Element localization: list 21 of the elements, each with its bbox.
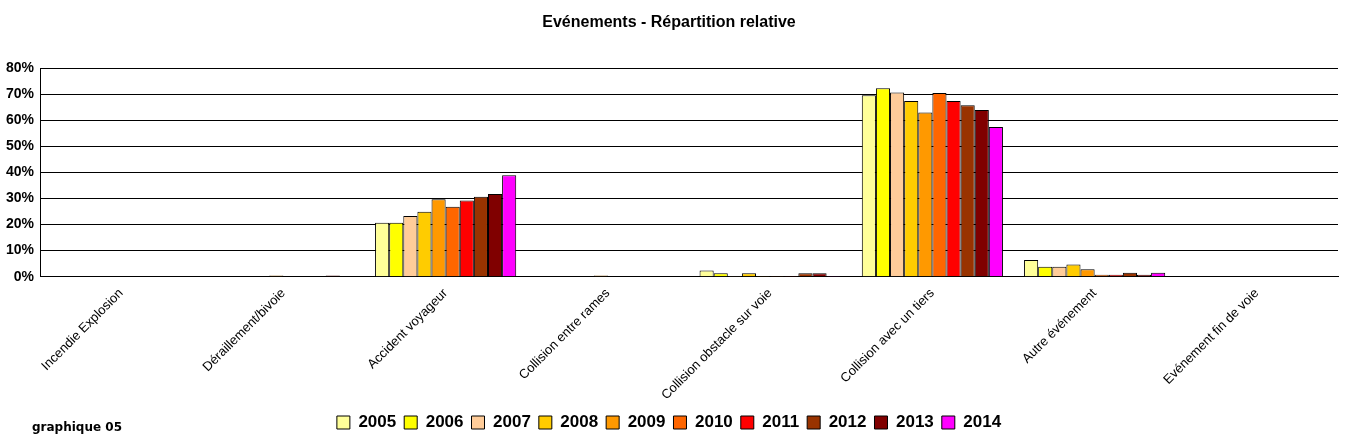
legend-label: 2013 xyxy=(895,412,934,432)
y-tick-label: 20% xyxy=(5,215,35,232)
y-tick-label: 60% xyxy=(5,111,35,128)
legend-label: 2012 xyxy=(828,412,867,432)
legend-label: 2008 xyxy=(560,412,599,432)
y-tick-label: 30% xyxy=(5,189,35,206)
y-tick-label: 0% xyxy=(13,267,35,284)
legend-label: 2011 xyxy=(762,412,800,432)
y-tick-label: 50% xyxy=(5,137,35,154)
text: graphique 05 xyxy=(32,420,122,434)
y-tick-label: 70% xyxy=(5,85,35,102)
y-tick-label: 40% xyxy=(5,163,35,180)
chart-title: Evénements - Répartition relative xyxy=(542,13,796,31)
legend-label: 2007 xyxy=(493,412,531,432)
legend-label: 2010 xyxy=(694,412,733,432)
legend-label: 2009 xyxy=(627,412,666,432)
y-tick-label: 10% xyxy=(5,241,35,258)
legend-label: 2005 xyxy=(358,412,397,432)
legend-label: 2014 xyxy=(963,412,1002,432)
y-tick-label: 80% xyxy=(5,59,35,76)
legend-label: 2006 xyxy=(425,412,464,432)
